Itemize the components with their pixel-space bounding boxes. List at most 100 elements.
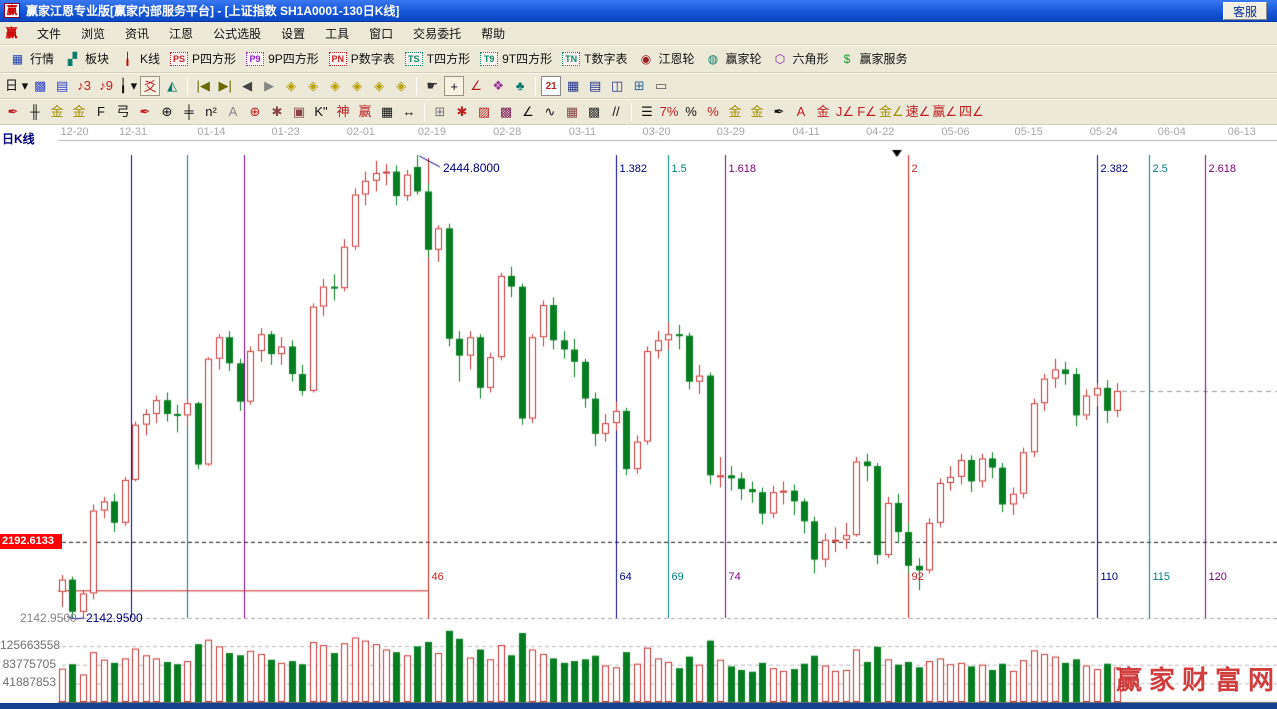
- gann-wheel-icon: ◉: [640, 51, 652, 66]
- gold-extension-tool[interactable]: 金: [72, 103, 86, 119]
- toolbar-p9-square-button[interactable]: P9 9P四方形: [246, 50, 319, 67]
- gann-angle-left-icon[interactable]: ◈: [286, 77, 297, 93]
- percent-tool[interactable]: %: [685, 103, 697, 119]
- nav-prev-button[interactable]: ◀: [242, 77, 253, 93]
- wave-tool[interactable]: ∿: [544, 103, 556, 119]
- speed-angle-tool[interactable]: 速∠: [905, 103, 931, 119]
- gann-line-tool[interactable]: ╫: [30, 103, 40, 119]
- shen-tool[interactable]: 神: [336, 103, 350, 119]
- windows-tool[interactable]: ⊞: [633, 77, 645, 93]
- gann-angle-star-icon[interactable]: ◈: [374, 77, 385, 93]
- four-angle-tool[interactable]: 四∠: [958, 103, 984, 119]
- toolbar-winner-service-button[interactable]: $ 赢家服务: [839, 50, 908, 67]
- color-chart-icon[interactable]: ◭: [167, 77, 178, 93]
- menu-item-交易委托[interactable]: 交易委托: [413, 26, 462, 41]
- t-number-table-badge-icon: TN: [562, 51, 581, 66]
- gann-angle-full-icon[interactable]: ◈: [396, 77, 407, 93]
- toolbar-t-square-button[interactable]: TS T四方形: [404, 50, 470, 67]
- gold-angle-tool[interactable]: 金∠: [879, 103, 904, 119]
- print-tool[interactable]: ▭: [654, 77, 668, 93]
- ruler-123-tool[interactable]: ▦: [380, 103, 394, 119]
- web-square-tool[interactable]: ▣: [292, 103, 306, 119]
- hand-tool[interactable]: ☛: [426, 77, 438, 93]
- crosshair-tool[interactable]: +: [444, 75, 465, 96]
- circle-measure-tool[interactable]: ⊕: [161, 103, 173, 119]
- toolbar-hexagon-button[interactable]: ⬡ 六角形: [772, 50, 829, 67]
- ink-note-tool[interactable]: ✒: [773, 103, 785, 119]
- mind-tool[interactable]: ❖: [492, 77, 504, 93]
- grid-measure-tool[interactable]: ╪: [184, 103, 194, 119]
- calendar-tool[interactable]: 21: [541, 75, 562, 96]
- fan-lines-tool[interactable]: ✱: [456, 103, 468, 119]
- toolbar-t9-square-button[interactable]: T9 9T四方形: [480, 50, 552, 67]
- menu-item-文件[interactable]: 文件: [37, 26, 62, 41]
- calculator-tool[interactable]: ▦: [566, 77, 580, 93]
- toolbar-gann-wheel-button[interactable]: ◉ 江恩轮: [637, 50, 695, 67]
- fan-box-tool[interactable]: ▨: [477, 103, 491, 119]
- angle-ruler-tool[interactable]: A: [228, 103, 238, 119]
- gold-section-tool[interactable]: 金: [50, 103, 64, 119]
- f-angle-tool[interactable]: F∠: [857, 103, 877, 119]
- parallel-lines-tool[interactable]: //: [612, 103, 620, 119]
- gold-red-tool[interactable]: 金: [816, 103, 830, 119]
- period-day-selector[interactable]: 日 ▾: [5, 77, 29, 93]
- fan-square-tool[interactable]: ▩: [499, 103, 513, 119]
- toolbar-t-number-table-button[interactable]: TN T数字表: [562, 50, 627, 67]
- percent-line-tool[interactable]: %: [707, 103, 719, 119]
- grid-fill-tool[interactable]: ▦: [565, 103, 579, 119]
- pattern-3-icon[interactable]: ♪3: [77, 77, 91, 93]
- gann-angle-right-icon[interactable]: ◈: [308, 77, 319, 93]
- web-tool[interactable]: ✱: [271, 103, 283, 119]
- spiral-tool[interactable]: 弓: [116, 103, 130, 119]
- gann-angle-x-icon[interactable]: ◈: [352, 77, 363, 93]
- toolbar-kline-button[interactable]: ╽ K线: [119, 50, 160, 67]
- toolbar-winner-wheel-button[interactable]: ◍ 赢家轮: [704, 50, 762, 67]
- angle-lines-tool[interactable]: ∠: [522, 103, 534, 119]
- toolbar-quotes-button[interactable]: ▦ 行情: [9, 50, 54, 67]
- menu-item-帮助[interactable]: 帮助: [481, 26, 506, 41]
- chart-area[interactable]: 日K线 2444.8000 2142.9500 2142.9500 2192.6…: [0, 125, 1277, 703]
- win-angle-tool[interactable]: 赢∠: [932, 103, 957, 119]
- box-grid-tool[interactable]: ⊞: [434, 103, 446, 119]
- angle-measure-tool[interactable]: ∠: [470, 77, 482, 93]
- kline-canvas[interactable]: [0, 125, 1277, 703]
- menu-item-浏览[interactable]: 浏览: [81, 26, 106, 41]
- nav-last-button[interactable]: ▶|: [218, 77, 232, 93]
- gold-lines-tool[interactable]: 金: [750, 103, 764, 119]
- menu-item-设置[interactable]: 设置: [281, 26, 306, 41]
- menu-item-公式选股[interactable]: 公式选股: [213, 26, 262, 41]
- candle-style-dropdown[interactable]: ╽ ▾: [119, 77, 138, 93]
- toolbar-sectors-button[interactable]: ▞ 板块: [64, 50, 109, 67]
- structure-tool-icon[interactable]: 爻: [140, 75, 161, 96]
- cycle-tool[interactable]: ♣: [515, 77, 525, 93]
- grid-dark-tool[interactable]: ▩: [587, 103, 601, 119]
- toolbar-p-number-table-button[interactable]: PN P数字表: [328, 50, 395, 67]
- gann-angle-h-icon[interactable]: ◈: [330, 77, 341, 93]
- a-wave-tool[interactable]: A: [796, 103, 806, 119]
- fibonacci-tool[interactable]: F: [97, 103, 105, 119]
- pen-tool[interactable]: ✒: [7, 103, 19, 119]
- customer-service-button[interactable]: 客服: [1222, 1, 1267, 20]
- menu-item-资讯[interactable]: 资讯: [125, 26, 150, 41]
- percent7-tool[interactable]: 7%: [659, 103, 679, 119]
- gann-zone-icon[interactable]: ▩: [33, 77, 47, 93]
- save-tool[interactable]: ◫: [610, 77, 624, 93]
- menu-item-工具[interactable]: 工具: [325, 26, 350, 41]
- marker-pen-tool[interactable]: ✒: [139, 103, 151, 119]
- square-number-tool[interactable]: n²: [205, 103, 217, 119]
- width-measure-tool[interactable]: ↔: [402, 103, 416, 119]
- menu-item-江恩[interactable]: 江恩: [169, 26, 194, 41]
- notes-tool[interactable]: ▤: [588, 77, 602, 93]
- compass-tool[interactable]: ⊕: [249, 103, 261, 119]
- kline-mark-tool[interactable]: K": [314, 103, 328, 119]
- win-tool[interactable]: 赢: [358, 103, 372, 119]
- pattern-9-icon[interactable]: ♪9: [99, 77, 113, 93]
- info-note-icon[interactable]: ▤: [55, 77, 69, 93]
- gold-circle-tool[interactable]: 金: [728, 103, 742, 119]
- nav-next-button[interactable]: ▶: [264, 77, 275, 93]
- price-label-tool[interactable]: ☰: [641, 103, 653, 119]
- menu-item-窗口[interactable]: 窗口: [369, 26, 394, 41]
- nav-first-button[interactable]: |◀: [196, 77, 210, 93]
- j-angle-tool[interactable]: J∠: [835, 103, 855, 119]
- toolbar-p-square-button[interactable]: PS P四方形: [170, 50, 236, 67]
